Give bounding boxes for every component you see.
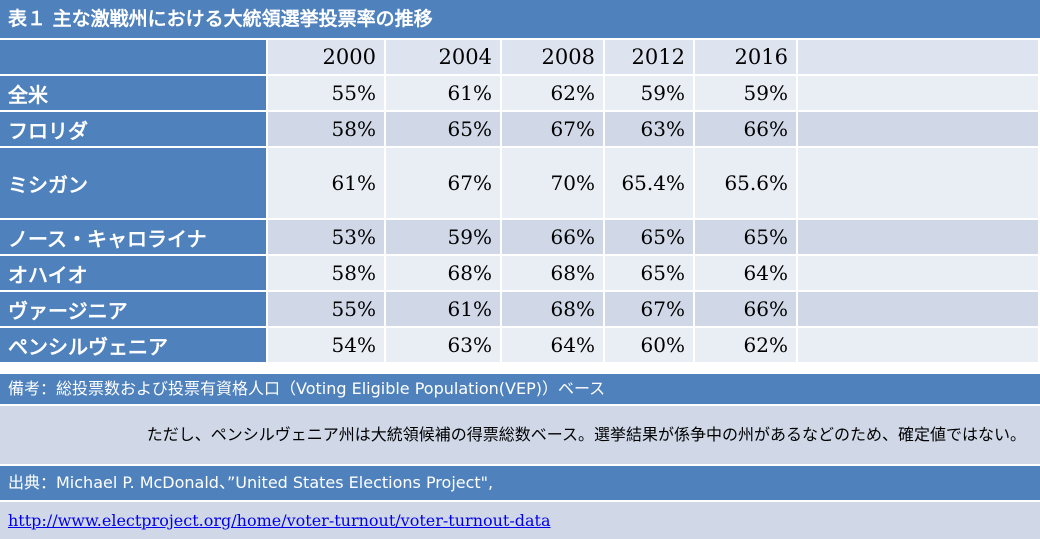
year-header: 2016 — [695, 40, 798, 76]
turnout-table: 2000 2004 2008 2012 2016 全米 55% 61% 62% … — [0, 40, 1040, 364]
value-cell: 63% — [386, 328, 502, 364]
value-cell: 65% — [386, 112, 502, 148]
table-row: 全米 55% 61% 62% 59% 59% — [0, 76, 1040, 112]
table-row: ヴァージニア 55% 61% 68% 67% 66% — [0, 292, 1040, 328]
remark-note: 備考：総投票数および投票有資格人口（Voting Eligible Popula… — [0, 374, 1040, 404]
value-cell: 59% — [695, 76, 798, 112]
value-cell: 65.6% — [695, 148, 798, 220]
table-row: ミシガン 61% 67% 70% 65.4% 65.6% — [0, 148, 1040, 220]
value-cell: 65% — [695, 220, 798, 256]
value-cell: 66% — [695, 292, 798, 328]
row-label: ノース・キャロライナ — [0, 220, 268, 256]
value-cell: 58% — [268, 256, 386, 292]
value-cell: 54% — [268, 328, 386, 364]
value-cell: 59% — [605, 76, 695, 112]
table-row: ノース・キャロライナ 53% 59% 66% 65% 65% — [0, 220, 1040, 256]
value-cell: 61% — [386, 76, 502, 112]
empty-header-cell — [798, 40, 1040, 76]
value-cell: 66% — [695, 112, 798, 148]
empty-cell — [798, 220, 1040, 256]
value-cell: 68% — [386, 256, 502, 292]
value-cell: 70% — [502, 148, 605, 220]
year-header: 2008 — [502, 40, 605, 76]
value-cell: 60% — [605, 328, 695, 364]
value-cell: 61% — [386, 292, 502, 328]
remark-note-detail: ただし、ペンシルヴェニア州は大統領候補の得票総数ベース。選挙結果が係争中の州があ… — [0, 406, 1040, 464]
value-cell: 61% — [268, 148, 386, 220]
table-row: フロリダ 58% 65% 67% 63% 66% — [0, 112, 1040, 148]
row-label: フロリダ — [0, 112, 268, 148]
table-row: オハイオ 58% 68% 68% 65% 64% — [0, 256, 1040, 292]
value-cell: 62% — [502, 76, 605, 112]
value-cell: 67% — [502, 112, 605, 148]
value-cell: 65% — [605, 220, 695, 256]
value-cell: 65.4% — [605, 148, 695, 220]
row-label: ペンシルヴェニア — [0, 328, 268, 364]
row-label: 全米 — [0, 76, 268, 112]
value-cell: 53% — [268, 220, 386, 256]
value-cell: 63% — [605, 112, 695, 148]
value-cell: 64% — [695, 256, 798, 292]
row-label: ヴァージニア — [0, 292, 268, 328]
value-cell: 66% — [502, 220, 605, 256]
row-label: ミシガン — [0, 148, 268, 220]
empty-cell — [798, 148, 1040, 220]
value-cell: 68% — [502, 292, 605, 328]
empty-cell — [798, 76, 1040, 112]
value-cell: 58% — [268, 112, 386, 148]
value-cell: 67% — [605, 292, 695, 328]
header-corner — [0, 40, 268, 76]
year-header: 2000 — [268, 40, 386, 76]
value-cell: 55% — [268, 292, 386, 328]
table-row: ペンシルヴェニア 54% 63% 64% 60% 62% — [0, 328, 1040, 364]
value-cell: 59% — [386, 220, 502, 256]
value-cell: 64% — [502, 328, 605, 364]
value-cell: 55% — [268, 76, 386, 112]
source-url-link[interactable]: http://www.electproject.org/home/voter-t… — [8, 511, 551, 530]
empty-cell — [798, 112, 1040, 148]
year-header: 2012 — [605, 40, 695, 76]
value-cell: 67% — [386, 148, 502, 220]
value-cell: 65% — [605, 256, 695, 292]
row-label: オハイオ — [0, 256, 268, 292]
empty-cell — [798, 256, 1040, 292]
empty-cell — [798, 292, 1040, 328]
header-row: 2000 2004 2008 2012 2016 — [0, 40, 1040, 76]
year-header: 2004 — [386, 40, 502, 76]
source-note: 出典：Michael P. McDonald、”United States El… — [0, 466, 1040, 500]
source-url-row: http://www.electproject.org/home/voter-t… — [0, 502, 1040, 539]
value-cell: 68% — [502, 256, 605, 292]
value-cell: 62% — [695, 328, 798, 364]
table-title: 表１ 主な激戦州における大統領選挙投票率の推移 — [0, 0, 1040, 38]
empty-cell — [798, 328, 1040, 364]
